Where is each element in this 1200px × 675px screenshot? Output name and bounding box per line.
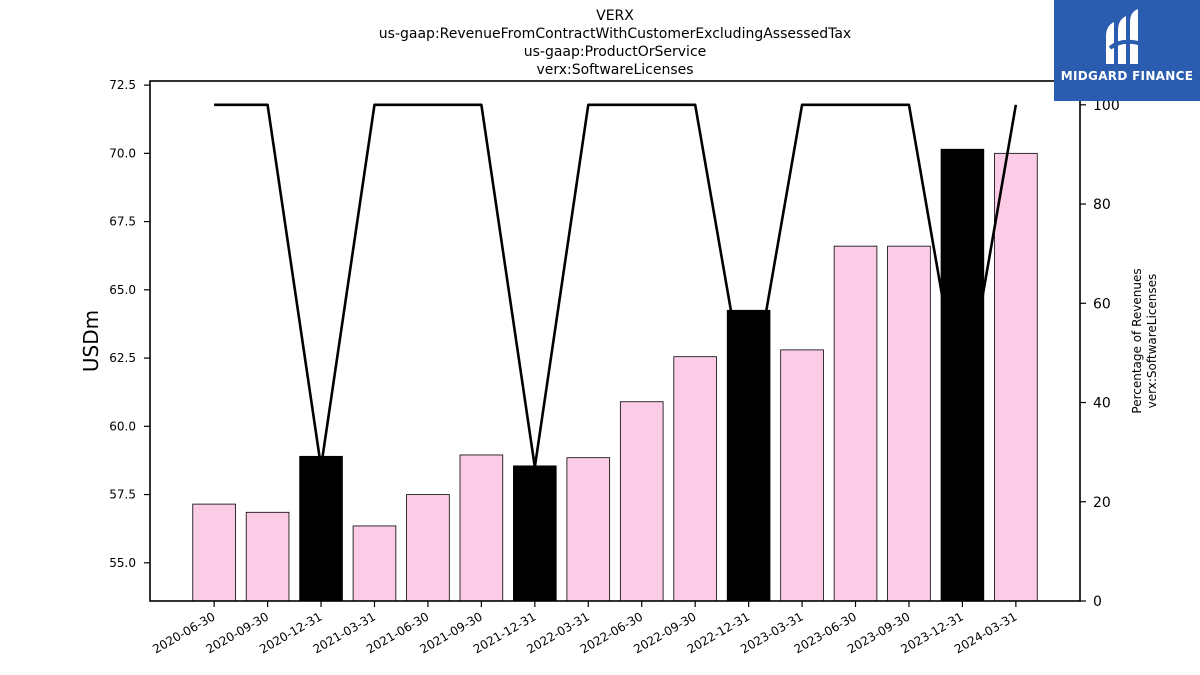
bar-group	[192, 148, 1038, 602]
bar-2021-03-31	[352, 525, 397, 602]
bar-2023-03-31	[780, 349, 824, 602]
bar-2022-06-30	[619, 401, 664, 602]
y-right-tick-label-40: 40	[1093, 396, 1111, 412]
y-axis-right-label-line1: Percentage of Revenues	[1130, 268, 1144, 413]
y-axis-right: 0 20 40 60 80 100	[1080, 98, 1120, 610]
y-tick-label-72.5: 72.5	[109, 78, 136, 92]
bar-2020-12-31	[299, 455, 343, 602]
plot-frame	[149, 80, 1081, 602]
y-tick-label-67.5: 67.5	[109, 215, 136, 229]
bar-2021-06-30	[406, 494, 450, 602]
bar-2023-12-31	[940, 148, 985, 602]
y-tick-label-55.0: 55.0	[109, 556, 136, 570]
y-right-tick-label-20: 20	[1093, 495, 1111, 511]
y-tick-label-60.0: 60.0	[109, 419, 136, 433]
title-line-ticker: VERX	[596, 8, 634, 24]
bar-2022-09-30	[673, 356, 717, 602]
title-line-axis: us-gaap:ProductOrService	[523, 44, 707, 60]
chart-title: VERX us-gaap:RevenueFromContractWithCust…	[265, 7, 965, 79]
y-axis-right-label-line2: verx:SoftwareLicenses	[1145, 274, 1159, 409]
y-right-tick-label-100: 100	[1093, 98, 1120, 114]
y-right-tick-label-60: 60	[1093, 296, 1111, 312]
bar-2023-06-30	[833, 245, 878, 602]
bar-2022-12-31	[726, 309, 771, 602]
title-line-concept: us-gaap:RevenueFromContractWithCustomerE…	[378, 26, 852, 42]
bar-2024-03-31	[994, 152, 1038, 602]
y-right-tick-label-80: 80	[1093, 197, 1111, 213]
y-tick-label-62.5: 62.5	[109, 351, 136, 365]
y-axis-left: 55.0 57.5 60.0 62.5 65.0 67.5 70.0 72.5	[109, 78, 150, 570]
y-tick-label-70.0: 70.0	[109, 146, 136, 160]
bar-2022-03-31	[566, 457, 611, 602]
logo-text: MIDGARD FINANCE	[1060, 69, 1194, 83]
bar-2023-09-30	[887, 245, 931, 602]
y-axis-label: USDm	[79, 310, 103, 372]
x-axis: 2020-06-302020-09-302020-12-312021-03-31…	[150, 601, 1019, 656]
midgard-logo-icon	[1106, 9, 1143, 64]
midgard-finance-logo: MIDGARD FINANCE	[1054, 0, 1200, 101]
bar-2020-06-30	[192, 503, 236, 602]
y-tick-label-65.0: 65.0	[109, 283, 136, 297]
bar-2020-09-30	[245, 511, 290, 602]
bar-2021-09-30	[459, 454, 504, 602]
y-right-tick-label-0: 0	[1093, 594, 1102, 610]
bar-2021-12-31	[513, 465, 557, 602]
percentage-line	[214, 103, 1018, 469]
title-line-member: verx:SoftwareLicenses	[536, 62, 694, 78]
y-tick-label-57.5: 57.5	[109, 488, 136, 502]
